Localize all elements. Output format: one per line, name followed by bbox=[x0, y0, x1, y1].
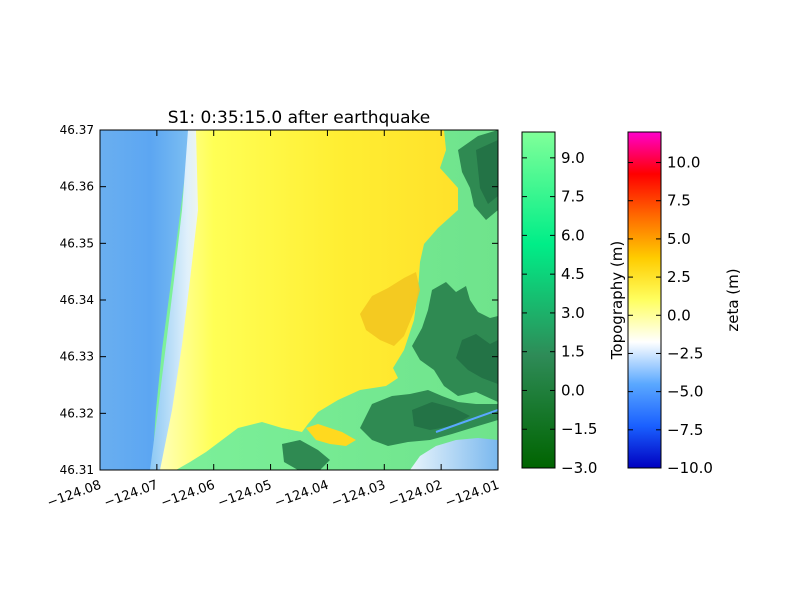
colorbar-tick-label: −10.0 bbox=[667, 459, 713, 477]
x-tick-label: −124.03 bbox=[330, 478, 388, 511]
x-tick-label: −124.04 bbox=[273, 478, 331, 511]
colorbar-tick-label: 9.0 bbox=[561, 149, 585, 167]
land-hills-dark bbox=[412, 140, 498, 430]
colorbar-tick-label: −1.5 bbox=[561, 420, 597, 438]
colorbar-tick-label: 3.0 bbox=[561, 304, 585, 322]
x-tick-label: −124.08 bbox=[45, 478, 103, 511]
zeta-colorbar-label: zeta (m) bbox=[724, 268, 742, 331]
y-tick-label: 46.34 bbox=[60, 293, 94, 307]
zeta-colorbar: −10.0 −7.5 −5.0 −2.5 0.0 2.5 5.0 7.5 10.0 zeta (… bbox=[627, 131, 742, 477]
topography-colorbar-label: Topography (m) bbox=[608, 241, 626, 360]
y-tick-label: 46.35 bbox=[60, 236, 94, 250]
topography-colorbar-ticks: −3.0 −1.5 0.0 1.5 3.0 4.5 6.0 7.5 9.0 bbox=[522, 149, 597, 477]
y-tick-label: 46.32 bbox=[60, 406, 94, 420]
inundation-region bbox=[160, 130, 458, 470]
channel-line bbox=[435, 409, 498, 433]
map-plot-area bbox=[100, 130, 498, 470]
y-tick-label: 46.33 bbox=[60, 350, 94, 364]
topography-colorbar-fill bbox=[521, 131, 556, 469]
colorbar-tick-label: 6.0 bbox=[561, 226, 585, 244]
topography-colorbar: −3.0 −1.5 0.0 1.5 3.0 4.5 6.0 7.5 9.0 Topography… bbox=[521, 131, 626, 477]
zeta-colorbar-ticks: −10.0 −7.5 −5.0 −2.5 0.0 2.5 5.0 7.5 10.0 bbox=[628, 154, 713, 477]
x-tick-label: −124.05 bbox=[216, 478, 274, 511]
southern-bay-water bbox=[410, 438, 498, 470]
colorbar-tick-label: 4.5 bbox=[561, 265, 585, 283]
colorbar-tick-label: 2.5 bbox=[667, 268, 691, 286]
colorbar-tick-label: −3.0 bbox=[561, 459, 597, 477]
colorbar-tick-label: 7.5 bbox=[561, 188, 585, 206]
colorbar-tick-label: 10.0 bbox=[667, 154, 700, 172]
x-tick-label: −124.01 bbox=[443, 478, 501, 511]
colorbar-tick-label: 1.5 bbox=[561, 343, 585, 361]
colorbar-tick-label: 5.0 bbox=[667, 230, 691, 248]
y-axis: 46.31 46.32 46.33 46.34 46.35 46.36 46.37 bbox=[60, 123, 498, 477]
colorbar-tick-label: 0.0 bbox=[561, 381, 585, 399]
colorbar-tick-label: 0.0 bbox=[667, 306, 691, 324]
colorbar-tick-label: −7.5 bbox=[667, 421, 703, 439]
x-tick-label: −124.06 bbox=[159, 478, 217, 511]
x-tick-label: −124.07 bbox=[102, 478, 160, 511]
surf-zone bbox=[150, 130, 212, 470]
ocean-region bbox=[100, 130, 192, 470]
zeta-colorbar-fill bbox=[627, 131, 662, 469]
colorbar-tick-label: −5.0 bbox=[667, 383, 703, 401]
plot-title: S1: 0:35:15.0 after earthquake bbox=[168, 108, 431, 128]
x-tick-label: −124.02 bbox=[386, 478, 444, 511]
y-tick-label: 46.31 bbox=[60, 463, 94, 477]
y-tick-label: 46.37 bbox=[60, 123, 94, 137]
deep-inundation-patch bbox=[360, 272, 420, 346]
y-tick-label: 46.36 bbox=[60, 180, 94, 194]
colorbar-tick-label: −2.5 bbox=[667, 344, 703, 362]
bay-flood-channel bbox=[306, 424, 356, 446]
colorbar-tick-label: 7.5 bbox=[667, 192, 691, 210]
